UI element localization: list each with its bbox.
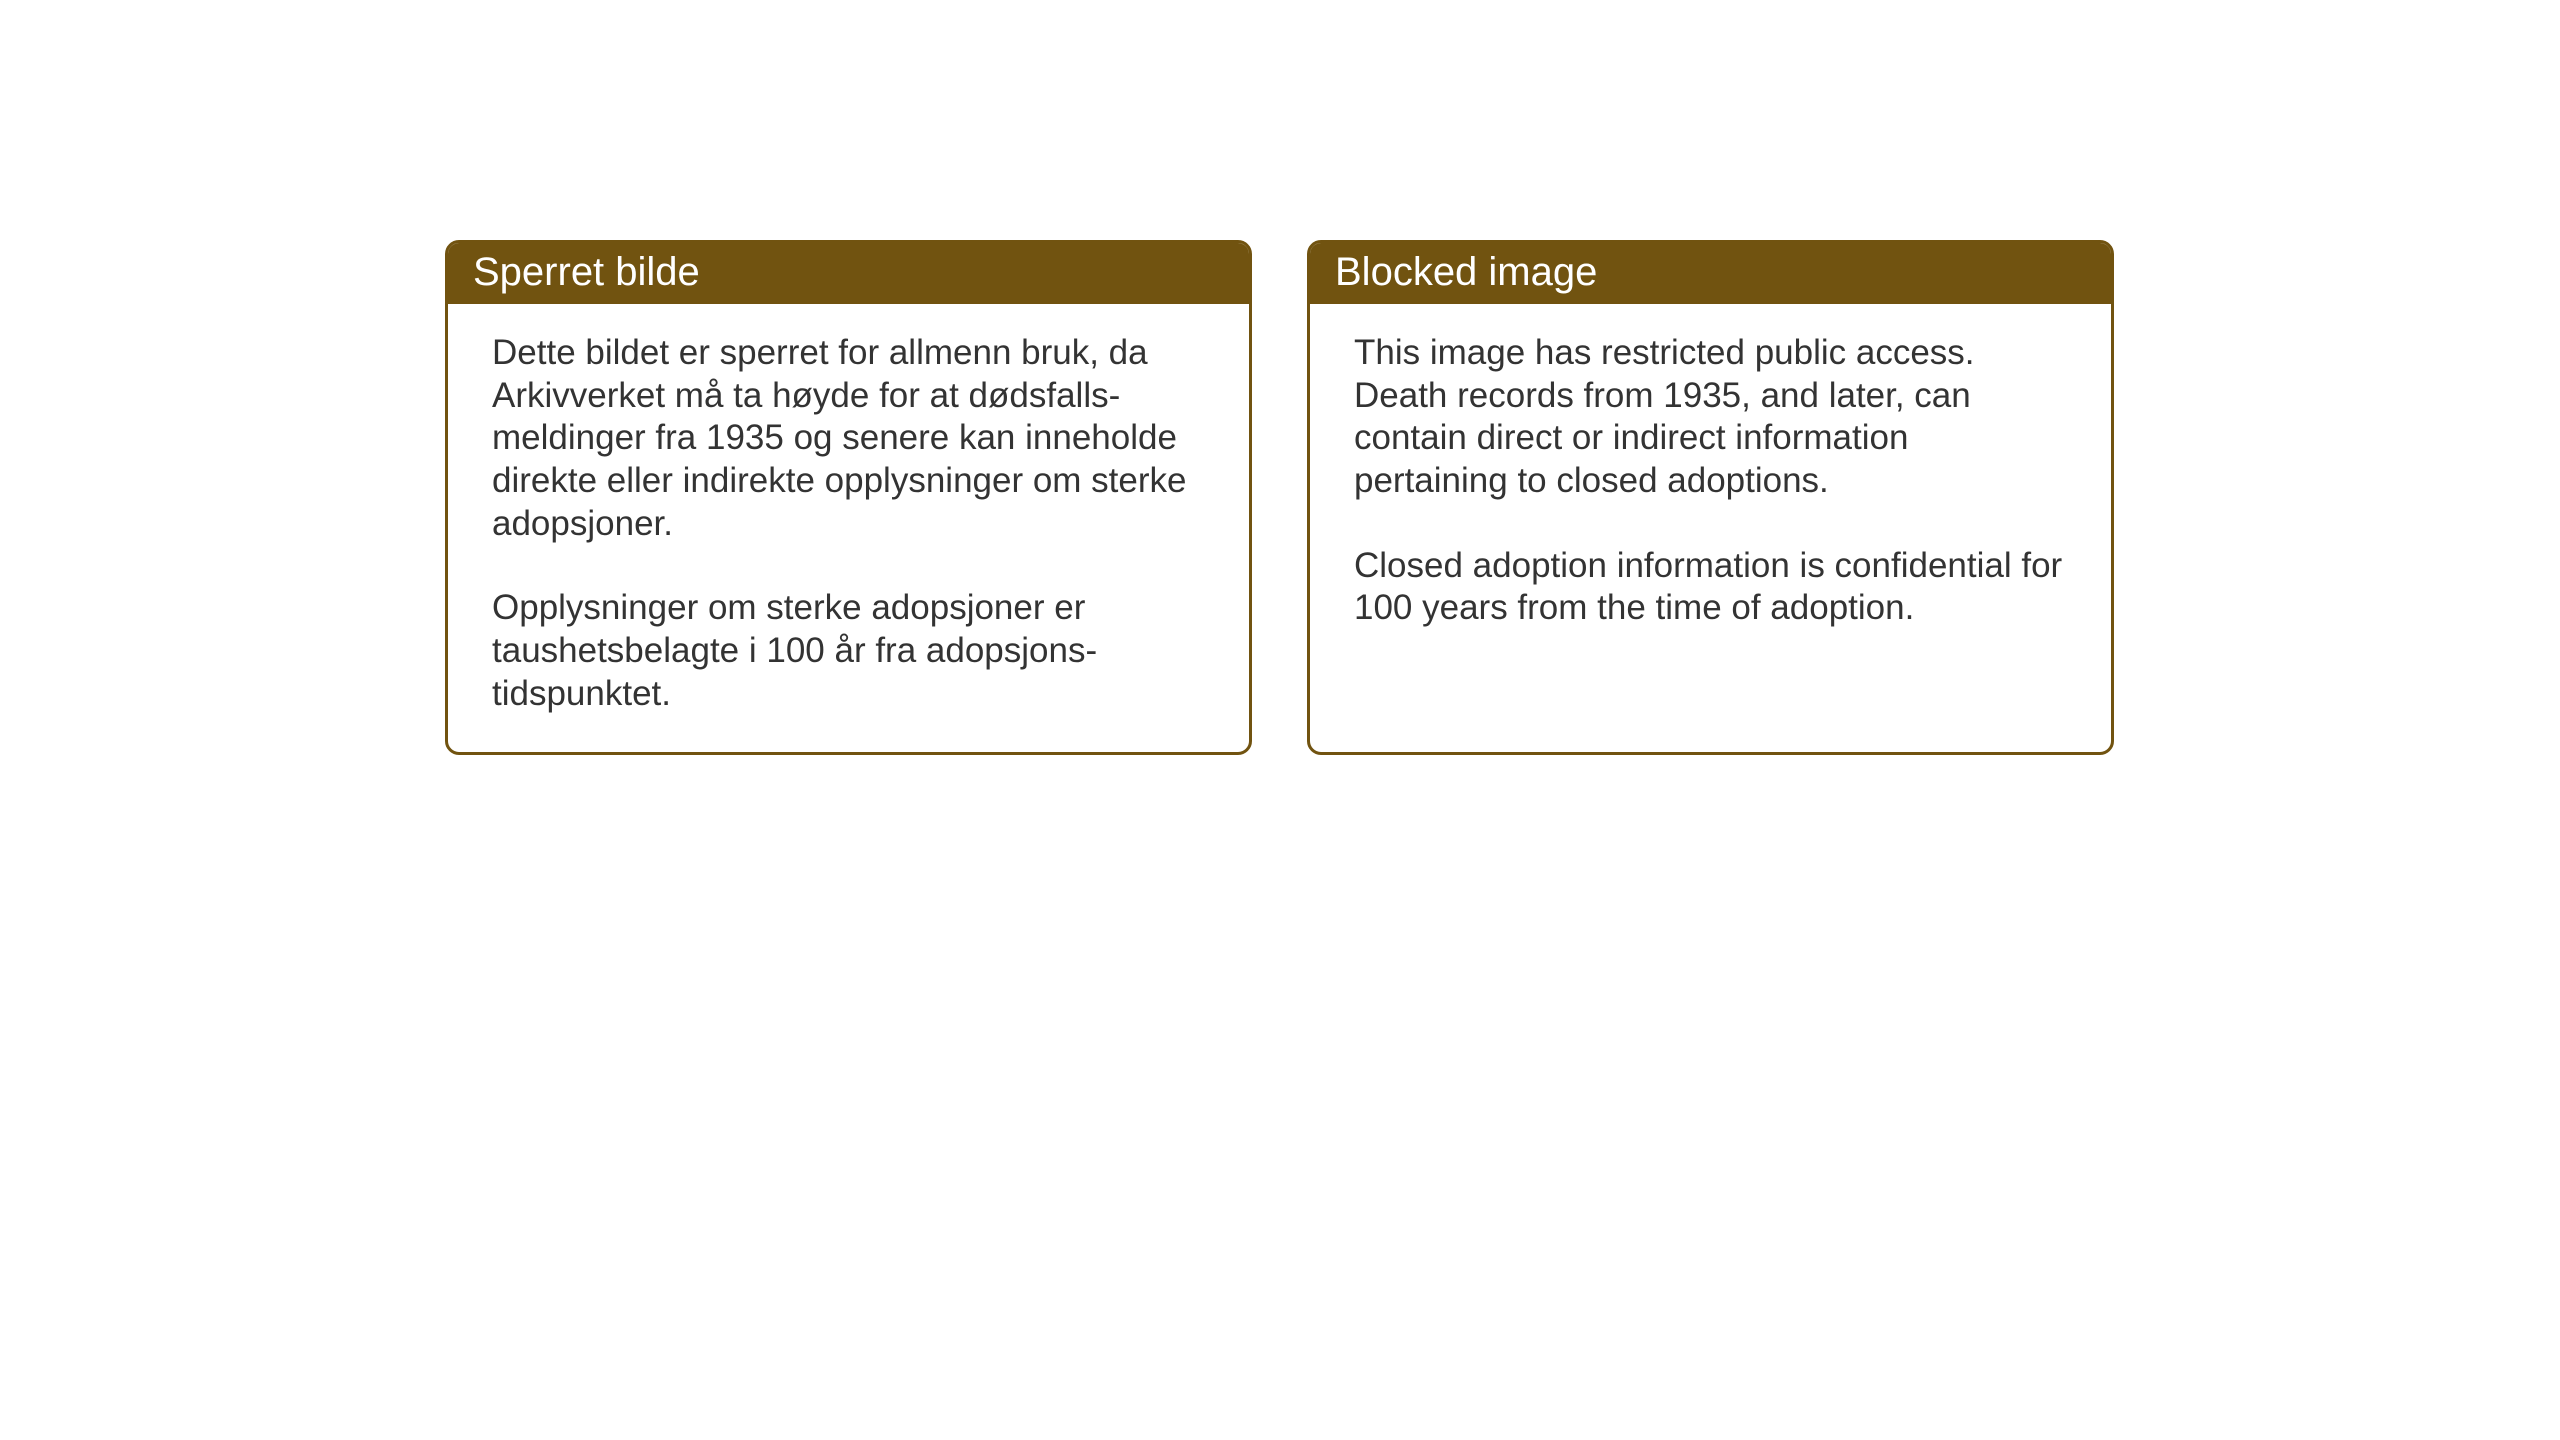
- paragraph-text: Opplysninger om sterke adopsjoner er tau…: [492, 587, 1209, 715]
- card-body-right: This image has restricted public access.…: [1310, 304, 2111, 710]
- card-header-left: Sperret bilde: [448, 243, 1249, 304]
- notice-card-english: Blocked image This image has restricted …: [1307, 240, 2114, 755]
- notice-card-norwegian: Sperret bilde Dette bildet er sperret fo…: [445, 240, 1252, 755]
- paragraph-text: Closed adoption information is confident…: [1354, 545, 2071, 630]
- paragraph-text: This image has restricted public access.…: [1354, 332, 2071, 503]
- card-header-right: Blocked image: [1310, 243, 2111, 304]
- notice-container: Sperret bilde Dette bildet er sperret fo…: [445, 240, 2114, 755]
- paragraph-text: Dette bildet er sperret for allmenn bruk…: [492, 332, 1209, 545]
- card-body-left: Dette bildet er sperret for allmenn bruk…: [448, 304, 1249, 752]
